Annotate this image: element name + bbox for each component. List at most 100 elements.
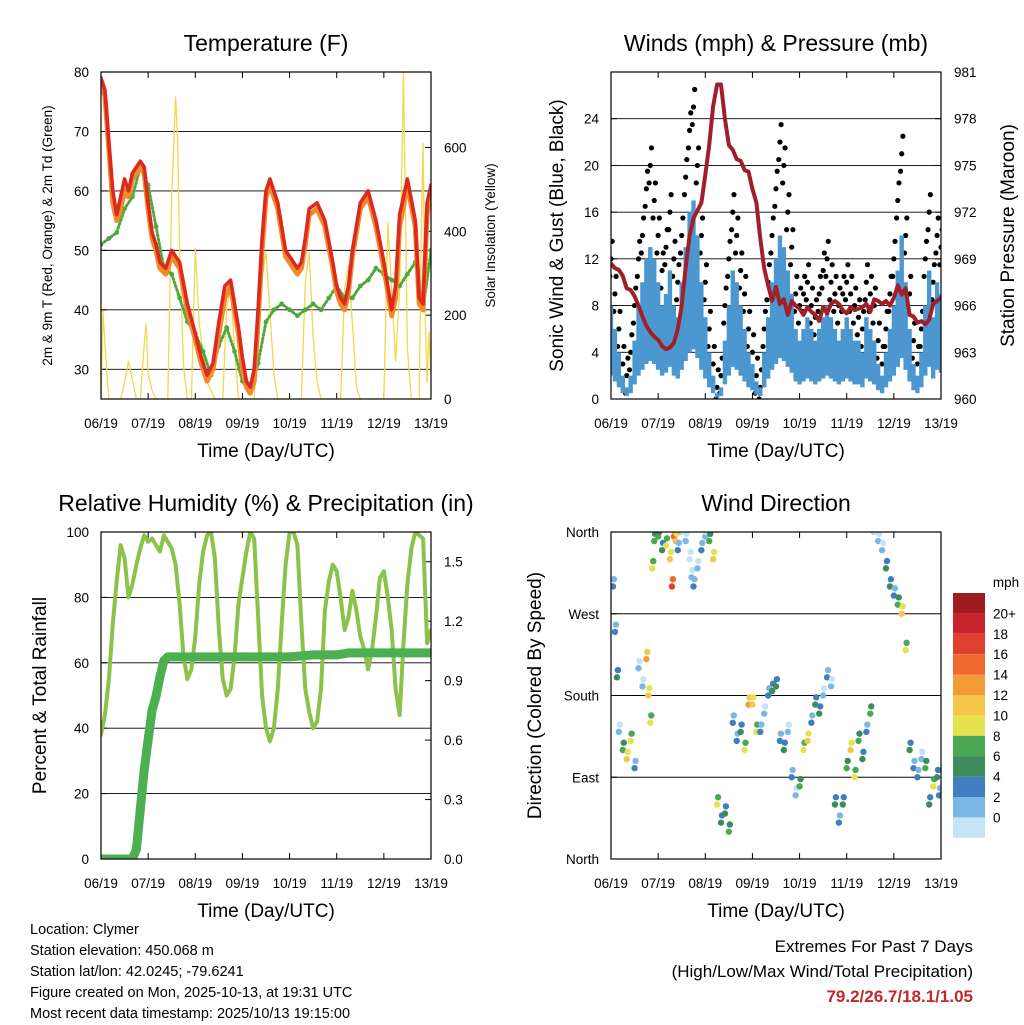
direction-point — [655, 532, 663, 536]
gust-point — [833, 273, 839, 279]
gust-point — [710, 361, 716, 367]
wind-bar — [891, 305, 897, 376]
x-tick-label: 11/19 — [320, 876, 353, 891]
y-tick-label: West — [568, 607, 599, 622]
legend-label: 12 — [993, 688, 1008, 703]
precip-point — [167, 652, 177, 662]
gust-point — [892, 238, 898, 244]
wind-bar — [695, 235, 700, 359]
wind-bar — [915, 375, 920, 394]
direction-point — [658, 546, 666, 554]
direction-point — [686, 556, 693, 563]
wind-bar — [616, 352, 622, 388]
direction-point — [848, 739, 855, 746]
legend-swatch — [953, 695, 985, 716]
y2-tick-label: 978 — [954, 112, 977, 127]
x-tick-label: 06/19 — [594, 876, 628, 891]
wind-bar — [679, 282, 684, 370]
wind-bar — [624, 387, 629, 397]
y2-tick-label: 966 — [954, 299, 977, 314]
precip-line — [101, 648, 431, 859]
wind-bar — [848, 328, 853, 382]
gust-point — [900, 133, 906, 139]
gust-point — [671, 256, 677, 262]
wind-bar — [828, 317, 834, 379]
precip-point — [108, 854, 118, 859]
direction-point — [644, 648, 651, 656]
direction-point — [689, 566, 696, 574]
gust-point — [693, 180, 699, 186]
direction-point — [636, 657, 643, 665]
y-tick-label: 30 — [74, 362, 89, 377]
direction-point — [915, 766, 922, 774]
gust-point — [882, 343, 888, 350]
x-tick-label: 13/19 — [924, 416, 958, 431]
gust-point — [904, 215, 910, 221]
gust-point — [668, 192, 674, 198]
wind-bar — [879, 375, 885, 394]
gust-point — [679, 232, 685, 239]
gust-point — [643, 186, 649, 192]
gust-point — [760, 343, 766, 350]
direction-point — [785, 721, 792, 728]
direction-point — [883, 557, 891, 565]
gust-point — [651, 197, 657, 204]
gust-point — [772, 203, 778, 209]
plot-frame — [610, 531, 942, 860]
extremes-subtitle: (High/Low/Max Wind/Total Precipitation) — [671, 962, 973, 981]
wind-bar — [636, 305, 641, 376]
direction-point — [867, 710, 874, 717]
direction-point — [847, 746, 854, 754]
y-tick-label: 24 — [584, 112, 600, 127]
wind-bar — [883, 352, 889, 388]
wind-bar — [611, 305, 614, 376]
gust-point — [903, 232, 909, 239]
gust-point — [721, 320, 727, 326]
gust-point — [835, 320, 841, 326]
direction-point — [628, 730, 635, 737]
gust-point — [647, 162, 653, 169]
wind-bar — [758, 387, 763, 397]
x-tick-label: 07/19 — [131, 876, 165, 891]
direction-point — [898, 610, 905, 617]
gust-point — [770, 215, 776, 221]
direction-point — [714, 794, 722, 801]
gust-point — [686, 127, 693, 133]
gust-point — [611, 274, 613, 279]
direction-point — [729, 719, 736, 726]
wind-bar — [730, 270, 735, 367]
gust-point — [790, 227, 796, 233]
gust-point — [703, 262, 710, 268]
direction-point — [695, 557, 702, 565]
wind-bar — [750, 363, 755, 391]
wind-bar — [620, 375, 625, 394]
gust-point — [654, 250, 660, 256]
gust-point — [895, 197, 901, 204]
wind-bar — [856, 340, 861, 385]
gust-point — [840, 291, 846, 297]
direction-point — [776, 737, 784, 745]
gust-point — [731, 192, 737, 198]
direction-point — [796, 783, 803, 790]
direction-point — [726, 821, 734, 828]
plot-frame — [100, 531, 432, 860]
gust-point — [795, 320, 801, 326]
gust-point — [776, 156, 782, 163]
gust-point — [690, 104, 697, 110]
latlon-text: Station lat/lon: 42.0245; -79.6241 — [30, 964, 244, 980]
direction-point — [919, 748, 926, 756]
direction-point — [690, 583, 697, 590]
direction-point — [828, 675, 836, 683]
direction-point — [910, 764, 917, 772]
direction-point — [895, 594, 902, 601]
gust-point — [747, 308, 753, 315]
direction-point — [820, 685, 828, 692]
wind-bar — [734, 282, 739, 370]
gust-point — [617, 308, 623, 315]
gust-point — [662, 262, 668, 268]
gust-point — [702, 279, 708, 285]
direction-point — [816, 710, 823, 717]
temp-9m-line — [101, 81, 431, 396]
legend-label: 14 — [993, 668, 1009, 683]
x-tick-label: 09/19 — [736, 876, 770, 891]
